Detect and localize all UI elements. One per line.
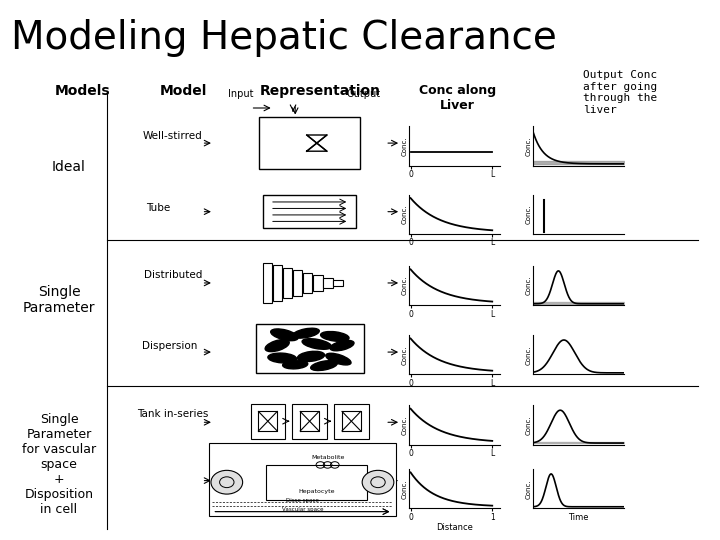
- Bar: [259, 118, 360, 168]
- Y-axis label: Conc.: Conc.: [526, 415, 531, 435]
- Y-axis label: Conc.: Conc.: [526, 136, 531, 156]
- Bar: [292, 404, 327, 438]
- Text: Models: Models: [55, 84, 111, 98]
- Y-axis label: Conc.: Conc.: [526, 479, 531, 498]
- Ellipse shape: [297, 352, 325, 361]
- Text: Model: Model: [160, 84, 207, 98]
- Ellipse shape: [265, 340, 289, 352]
- Text: Hepatocyte: Hepatocyte: [299, 489, 335, 495]
- Text: Single
Parameter: Single Parameter: [23, 285, 95, 315]
- Y-axis label: Conc.: Conc.: [526, 345, 531, 364]
- Text: Tube: Tube: [146, 203, 171, 213]
- Text: Vascular space: Vascular space: [282, 507, 323, 511]
- Text: Modeling Hepatic Clearance: Modeling Hepatic Clearance: [12, 19, 557, 57]
- Bar: [323, 278, 333, 288]
- Y-axis label: Conc.: Conc.: [402, 276, 408, 295]
- Ellipse shape: [268, 353, 297, 363]
- Bar: [313, 275, 323, 291]
- Y-axis label: Conc.: Conc.: [402, 136, 408, 156]
- Text: Metabolite: Metabolite: [311, 455, 344, 460]
- Bar: [266, 464, 367, 500]
- Bar: [334, 404, 369, 438]
- Ellipse shape: [271, 329, 298, 341]
- Circle shape: [211, 470, 243, 494]
- Y-axis label: Conc.: Conc.: [402, 479, 408, 498]
- Text: Distributed: Distributed: [143, 271, 202, 280]
- Bar: [283, 268, 292, 298]
- X-axis label: Distance: Distance: [436, 523, 473, 532]
- Bar: [293, 270, 302, 296]
- Y-axis label: Conc.: Conc.: [402, 415, 408, 435]
- Y-axis label: Conc.: Conc.: [526, 205, 531, 224]
- Y-axis label: Conc.: Conc.: [402, 205, 408, 224]
- Text: Ideal: Ideal: [51, 160, 86, 174]
- Text: Disse space: Disse space: [286, 498, 319, 503]
- Text: Input: Input: [228, 89, 254, 99]
- Bar: [256, 324, 364, 373]
- Circle shape: [362, 470, 394, 494]
- Bar: [209, 443, 396, 516]
- Bar: [273, 265, 282, 301]
- Text: Well-stirred: Well-stirred: [143, 131, 202, 141]
- Bar: [263, 195, 356, 228]
- Ellipse shape: [311, 361, 337, 370]
- Text: Tank in-series: Tank in-series: [137, 409, 209, 419]
- Text: Single
Parameter
for vascular
space
+
Disposition
in cell: Single Parameter for vascular space + Di…: [22, 413, 96, 516]
- Text: Output Conc
after going
through the
liver: Output Conc after going through the live…: [583, 70, 657, 115]
- Bar: [333, 280, 343, 286]
- Ellipse shape: [320, 332, 349, 341]
- Ellipse shape: [293, 328, 319, 338]
- Bar: [251, 404, 285, 438]
- Text: Representation: Representation: [260, 84, 381, 98]
- Bar: [263, 263, 272, 303]
- Bar: [303, 273, 312, 293]
- Text: Dispersion: Dispersion: [142, 341, 197, 350]
- Y-axis label: Conc.: Conc.: [526, 276, 531, 295]
- Y-axis label: Conc.: Conc.: [402, 345, 408, 364]
- Text: Conc along
Liver: Conc along Liver: [418, 84, 496, 112]
- Ellipse shape: [283, 360, 307, 369]
- Text: Output: Output: [346, 89, 381, 99]
- Ellipse shape: [302, 339, 331, 349]
- Ellipse shape: [330, 340, 354, 351]
- Ellipse shape: [325, 353, 351, 365]
